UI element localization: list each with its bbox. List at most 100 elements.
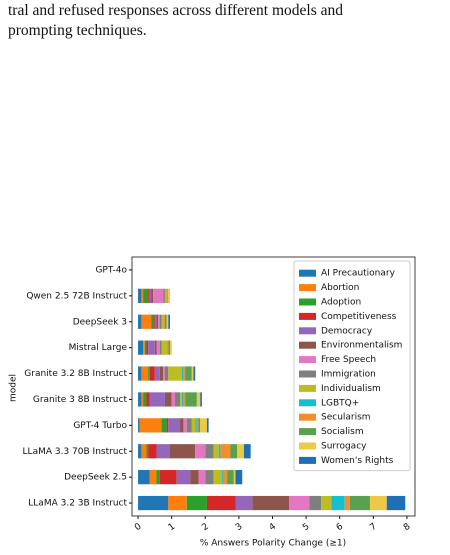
x-tick-label: 1 [167,522,177,533]
legend-swatch [299,269,316,277]
bar-segment [186,495,207,511]
bar-segment [235,495,253,511]
bar-segment [153,288,164,303]
legend-swatch [299,399,316,407]
legend-swatch [299,384,316,392]
legend-label: Surrogacy [321,442,367,452]
bar-segment [141,392,144,407]
bar-segment [161,340,167,355]
bar-segment [180,392,182,407]
bar-segment [161,418,167,433]
bar-segment [161,314,164,329]
bar-segment [193,366,196,381]
y-tick-label: Mistral Large [69,343,128,353]
bar-segment [139,418,162,433]
legend-swatch [299,341,316,349]
caption-line: tral and refused responses across differ… [8,2,344,19]
bar-segment [309,495,322,511]
y-axis-label: model [9,374,19,402]
bar-segment [159,470,177,485]
bar-segment [154,314,157,329]
bar-segment [235,470,243,485]
bar-segment [148,366,150,381]
bar-segment [213,444,219,459]
y-tick-label: LLaMA 3.3 70B Instruct [23,447,128,457]
bar-segment [166,314,169,329]
x-tick-label: 7 [368,522,378,533]
bar-segment [213,470,223,485]
y-tick-label: DeepSeek 2.5 [64,473,127,483]
bar-segment [156,470,160,485]
bar-segment [321,495,332,511]
y-tick-label: Granite 3 8B Instruct [33,395,128,405]
legend-swatch [299,428,316,436]
x-tick-label: 5 [301,522,311,533]
bar-segment [146,392,150,407]
x-tick-label: 3 [234,522,244,533]
bar-segment [169,340,172,355]
bar-segment [148,340,155,355]
bar-segment [230,444,238,459]
bar-segment [166,288,169,303]
bar-segment [180,418,184,433]
legend-label: Free Speech [321,355,376,365]
legend-swatch [299,442,316,450]
bar-segment [138,288,142,303]
bar-segment [163,288,165,303]
legend-label: Adoption [321,298,361,308]
legend-swatch [299,284,316,292]
y-tick-label: GPT-4 Turbo [73,421,127,431]
y-tick-label: LLaMA 3.2 3B Instruct [28,499,127,509]
legend-swatch [299,312,316,320]
bar-segment [143,288,149,303]
legend-label: Environmentalism [321,341,402,351]
bar-segment [143,392,147,407]
bar-segment [141,444,147,459]
bar-segment [148,288,150,303]
bar-segment [252,495,290,511]
bar-segment [206,418,209,433]
bar-segment [175,392,181,407]
bar-segment [138,366,142,381]
legend-swatch [299,456,316,464]
bar-segment [191,366,194,381]
bar-segment [200,418,207,433]
bar-segment [141,288,144,303]
bar-segment [171,392,176,407]
x-tick-label: 4 [268,522,279,534]
bar-segment [200,392,202,407]
legend-label: Women's Rights [321,456,394,466]
legend-label: AI Precautionary [321,269,396,279]
legend-swatch [299,356,316,364]
bar-segment [191,418,196,433]
x-tick-label: 0 [133,522,144,534]
bar-segment [183,418,187,433]
bar-segment [181,392,184,407]
bar-segment [222,470,224,485]
y-tick-label: Granite 3.2 8B Instruct [24,369,127,379]
legend-swatch [299,413,316,421]
bar-segment [144,340,147,355]
bar-segment [164,366,169,381]
bar-segment [190,470,199,485]
bar-segment [176,470,191,485]
bar-segment [218,444,221,459]
bar-segment [141,314,152,329]
bar-segment [166,418,169,433]
legend-swatch [299,327,316,335]
bar-segment [159,366,164,381]
bar-segment [168,340,170,355]
bar-segment [168,314,170,329]
bar-segment [168,418,181,433]
bar-segment [138,340,144,355]
bar-segment [146,444,149,459]
bar-segment [163,366,165,381]
bar-segment [195,418,197,433]
legend-swatch [299,370,316,378]
bar-segment [138,495,169,511]
bar-segment [169,444,196,459]
bar-segment [143,340,145,355]
x-axis-label: % Answers Polarity Change (≥1) [200,539,346,549]
bar-segment [369,495,387,511]
bar-segment [166,340,169,355]
